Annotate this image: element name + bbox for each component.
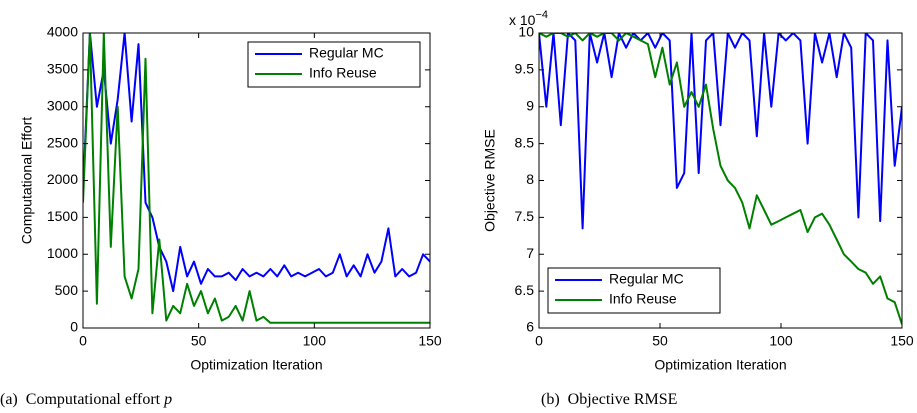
y-tick-label: 9 [526,97,534,113]
y-tick-label: 2500 [47,134,78,150]
y-tick-label: 8.5 [515,134,535,150]
x-tick-label: 150 [418,333,442,349]
y-tick-label: 2000 [47,171,78,187]
legend-label: Regular MC [309,45,384,61]
x-tick-label: 150 [890,333,914,349]
axis-multiplier: x 10−4 [509,9,548,28]
y-axis-label: Computational Effort [19,117,35,244]
legend-label: Regular MC [609,271,684,287]
caption-label: (a) [0,391,18,408]
y-tick-label: 7 [526,245,534,261]
y-tick-label: 0 [70,319,78,335]
legend-label: Info Reuse [609,291,677,307]
series-line [539,33,902,325]
y-tick-label: 4000 [47,24,78,40]
y-tick-label: 3000 [47,97,78,113]
plot: 0 50 100 150 6 6.5 7 7.5 8 8.5 9 9.5 10 Optimization … [482,9,914,408]
y-axis-label: Objective RMSE [482,129,498,232]
y-tick-label: 8 [526,171,534,187]
multiplier-base: x 10 [509,12,536,28]
x-tick-label: 0 [79,333,87,349]
y-tick-label: 7.5 [515,208,535,224]
y-tick-label: 500 [55,282,79,298]
x-axis-label: Optimization Iteration [190,357,322,373]
plot: 0 50 100 1500500100015002000250030003500400… [0,24,442,408]
x-axis-label: Optimization Iteration [654,357,786,373]
legend-box [247,41,421,88]
y-tick-label: 6 [526,319,534,335]
series-line [539,33,902,230]
series-line [83,33,430,324]
x-tick-label: 100 [303,333,327,349]
x-tick-label: 50 [652,333,668,349]
caption-text: Objective RMSE [568,391,678,408]
x-tick-label: 50 [191,333,207,349]
legend-label: Info Reuse [309,65,377,81]
legend-box [547,267,721,314]
y-tick-label: 9.5 [515,61,535,77]
y-tick-label: 1500 [47,208,78,224]
caption: (b) Objective RMSE [541,391,677,408]
caption-label: (b) [541,391,560,408]
y-tick-label: 3500 [47,61,78,77]
legend: Regular MC Info Reuse [547,267,721,314]
y-tick-label: 1000 [47,245,78,261]
y-tick-label: 6.5 [515,282,535,298]
caption: (a) Computational effort p [0,391,172,408]
x-tick-label: 100 [769,333,793,349]
multiplier-exponent: −4 [535,9,548,21]
legend: Regular MC Info Reuse [247,41,421,88]
series-line [83,33,430,293]
x-tick-label: 0 [535,333,543,349]
y-tick-label: 10 [518,24,534,40]
caption-text: Computational effort [26,391,161,408]
caption-variable: p [163,391,172,408]
